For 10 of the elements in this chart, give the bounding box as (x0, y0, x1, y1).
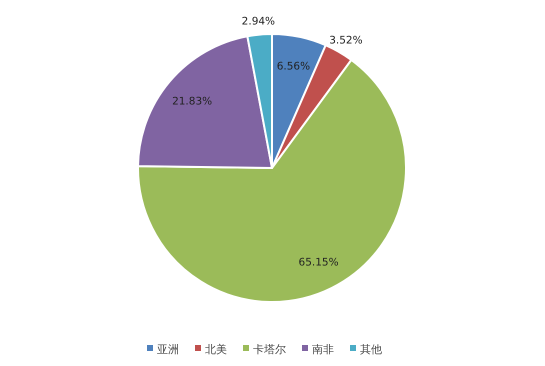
legend-label: 亚洲 (157, 342, 179, 356)
legend-label: 其他 (360, 342, 382, 356)
data-label: 6.56% (276, 60, 310, 72)
data-label: 65.15% (298, 256, 339, 268)
legend-label: 卡塔尔 (253, 342, 286, 356)
legend-label: 南非 (312, 342, 334, 356)
data-label: 3.52% (329, 34, 363, 46)
data-label: 2.94% (242, 15, 276, 28)
legend-label: 北美 (205, 342, 227, 356)
data-label: 21.83% (172, 95, 212, 108)
